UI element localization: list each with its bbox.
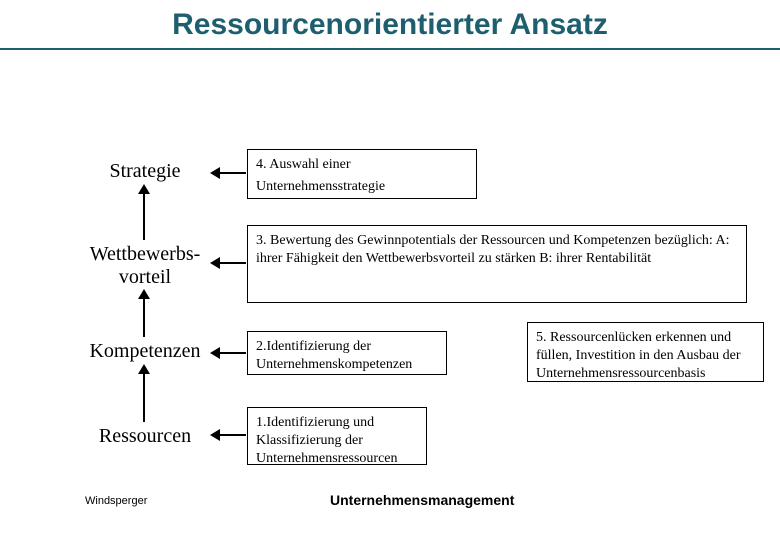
arrow-left-2 — [218, 262, 246, 264]
box4-line1: 4. Auswahl einer — [256, 156, 468, 174]
footer-title: Unternehmensmanagement — [330, 492, 514, 508]
box-step-4: 4. Auswahl einer Unternehmensstrategie — [247, 149, 477, 199]
slide-title: Ressourcenorientierter Ansatz — [0, 8, 780, 50]
arrow-left-4 — [218, 434, 246, 436]
arrow-left-3 — [218, 352, 246, 354]
arrow-up-3 — [143, 372, 145, 422]
label-strategie: Strategie — [55, 160, 235, 183]
box-step-5: 5. Ressourcenlücken erkennen und füllen,… — [527, 322, 764, 382]
arrow-left-1 — [218, 172, 246, 174]
arrow-up-2 — [143, 297, 145, 337]
footer-author: Windsperger — [85, 495, 147, 507]
label-wettbewerbsvorteil-2: vorteil — [55, 266, 235, 289]
arrow-up-1 — [143, 192, 145, 240]
label-wettbewerbsvorteil-1: Wettbewerbs- — [55, 243, 235, 266]
box-step-3: 3. Bewertung des Gewinnpotentials der Re… — [247, 225, 747, 303]
box-step-1: 1.Identifizierung und Klassifizierung de… — [247, 407, 427, 465]
box-step-2: 2.Identifizierung der Unternehmenskompet… — [247, 331, 447, 375]
box4-line2: Unternehmensstrategie — [256, 178, 468, 196]
label-kompetenzen: Kompetenzen — [55, 340, 235, 363]
label-ressourcen: Ressourcen — [55, 425, 235, 448]
